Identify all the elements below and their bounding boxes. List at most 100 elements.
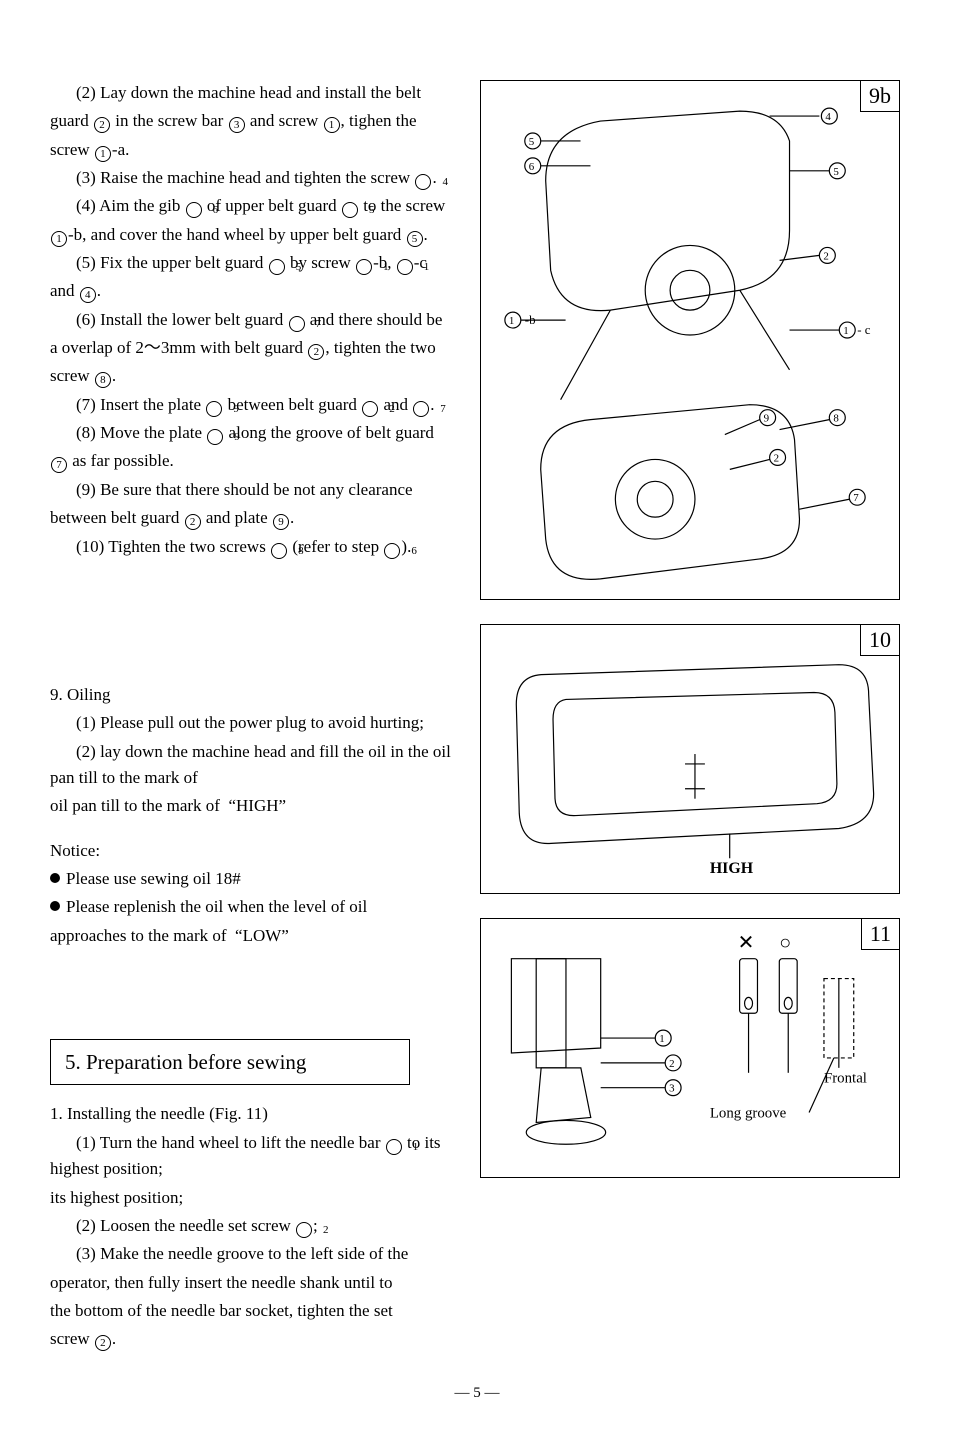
ref-4-icon: 4: [80, 287, 96, 303]
ref-8-icon: 8: [271, 543, 287, 559]
ref-9-icon: 9: [207, 429, 223, 445]
ref-1-icon: 1: [51, 231, 67, 247]
step-2-cont2: screw 1-a.: [50, 137, 460, 163]
step-8-cont: 7 as far possible.: [50, 448, 460, 474]
notice-low: “LOW”: [235, 926, 289, 945]
long-groove-label: Long groove: [710, 1105, 787, 1121]
svg-text:6: 6: [529, 161, 535, 173]
step-6: (6) Install the lower belt guard 7 and t…: [50, 307, 460, 333]
section-5-title-box: 5. Preparation before sewing: [50, 1039, 410, 1086]
figure-11-svg: 1 2 3: [481, 919, 899, 1177]
oiling-heading: 9. Oiling: [50, 682, 460, 708]
notice-bullet-2-cont: approaches to the mark of “LOW”: [50, 923, 460, 949]
ref-2-icon: 2: [95, 1335, 111, 1351]
spacer: [50, 562, 460, 682]
figure-9b: 9b 4 5 6 5 2 1 -b: [480, 80, 900, 600]
section-5-step-3-c2: the bottom of the needle bar socket, tig…: [50, 1298, 460, 1324]
svg-text:1: 1: [659, 1033, 664, 1045]
svg-text:5: 5: [529, 136, 535, 148]
ref-3-icon: 3: [229, 117, 245, 133]
svg-text:9: 9: [764, 413, 770, 425]
ref-2-icon: 2: [308, 344, 324, 360]
step-2-cont: guard 2 in the screw bar 3 and screw 1, …: [50, 108, 460, 134]
section-5-step-1-wrap: its highest position;: [50, 1185, 460, 1211]
x-mark-icon: ✕: [738, 932, 755, 954]
ref-1-icon: 1: [95, 146, 111, 162]
ref-8-icon: 8: [95, 372, 111, 388]
ref-5-icon: 5: [407, 231, 423, 247]
ref-7-icon: 7: [51, 457, 67, 473]
ref-1-icon: 1: [386, 1139, 402, 1155]
svg-text:3: 3: [669, 1083, 675, 1095]
figure-10-label: 10: [860, 624, 900, 656]
section-5-step-3-c3: screw 2.: [50, 1326, 460, 1352]
ref-5-icon: 5: [342, 202, 358, 218]
s5-s2b: ;: [313, 1216, 318, 1235]
notice-heading: Notice:: [50, 838, 460, 864]
oiling-step-2: (2) lay down the machine head and fill t…: [50, 739, 460, 792]
oiling-high: “HIGH”: [228, 796, 286, 815]
page: (2) Lay down the machine head and instal…: [0, 0, 954, 1442]
ref-9-icon: 9: [206, 401, 222, 417]
two-column-layout: (2) Lay down the machine head and instal…: [50, 80, 904, 1355]
ref-2-icon: 2: [296, 1222, 312, 1238]
ref-2-icon: 2: [185, 514, 201, 530]
ref-1-icon: 1: [356, 259, 372, 275]
step-3: (3) Raise the machine head and tighten t…: [50, 165, 460, 191]
ref-4-icon: 4: [415, 174, 431, 190]
step-8: (8) Move the plate 9 along the groove of…: [50, 420, 460, 446]
figure-9b-svg: 4 5 6 5 2 1 -b 1 - c: [481, 81, 899, 599]
step-4-cont: 1-b, and cover the hand wheel by upper b…: [50, 222, 460, 248]
s5-s1a: (1) Turn the hand wheel to lift the need…: [76, 1133, 385, 1152]
figure-column: 9b 4 5 6 5 2 1 -b: [480, 80, 900, 1355]
ref-7-icon: 7: [289, 316, 305, 332]
ref-1-icon: 1: [324, 117, 340, 133]
step-10: (10) Tighten the two screws 8 (refer to …: [50, 534, 460, 560]
step-5: (5) Fix the upper belt guard 5 by screw …: [50, 250, 460, 276]
o-mark-icon: ○: [779, 932, 791, 954]
svg-text:2: 2: [774, 452, 779, 464]
section-5-sub: 1. Installing the needle (Fig. 11): [50, 1101, 460, 1127]
svg-text:4: 4: [825, 111, 831, 123]
figure-10-high-label: HIGH: [710, 860, 754, 877]
ref-2-icon: 2: [362, 401, 378, 417]
s5-s2a: (2) Loosen the needle set screw: [76, 1216, 295, 1235]
bullet-icon: [50, 873, 60, 883]
oiling-step-2a: (2) lay down the machine head and fill t…: [50, 742, 451, 787]
step-4: (4) Aim the gib 6 of upper belt guard 5 …: [50, 193, 460, 219]
oiling-step-1: (1) Please pull out the power plug to av…: [50, 710, 460, 736]
ref-6-icon: 6: [186, 202, 202, 218]
page-number: — 5 —: [50, 1385, 904, 1402]
ref-7-icon: 7: [413, 401, 429, 417]
text-column: (2) Lay down the machine head and instal…: [50, 80, 460, 1355]
notice-b2-text: Please replenish the oil when the level …: [66, 897, 367, 916]
step-7: (7) Insert the plate 9 between belt guar…: [50, 392, 460, 418]
notice-bullet-1: Please use sewing oil 18#: [50, 866, 460, 892]
section-5-step-1: (1) Turn the hand wheel to lift the need…: [50, 1130, 460, 1183]
svg-text:1: 1: [509, 315, 514, 327]
ref-6-icon: 6: [384, 543, 400, 559]
section-5-step-3: (3) Make the needle groove to the left s…: [50, 1241, 460, 1267]
svg-text:2: 2: [669, 1058, 674, 1070]
oiling-section: 9. Oiling (1) Please pull out the power …: [50, 682, 460, 820]
ref-1-icon: 1: [397, 259, 413, 275]
figure-11: 11 1 2 3: [480, 918, 900, 1178]
ref-2-icon: 2: [94, 117, 110, 133]
step-6-cont: a overlap of 2～3mm with belt guard 2, ti…: [50, 335, 460, 361]
ref-9-icon: 9: [273, 514, 289, 530]
section-5-step-2: (2) Loosen the needle set screw 2;: [50, 1213, 460, 1239]
step-2: (2) Lay down the machine head and instal…: [50, 80, 460, 106]
notice-bullet-2: Please replenish the oil when the level …: [50, 894, 460, 920]
figure-10-svg: HIGH: [481, 625, 899, 893]
oiling-step-2b-line: oil pan till to the mark of “HIGH”: [50, 793, 460, 819]
step-9: (9) Be sure that there should be not any…: [50, 477, 460, 503]
svg-text:-b: -b: [525, 312, 536, 327]
svg-text:2: 2: [823, 250, 828, 262]
svg-text:7: 7: [853, 492, 859, 504]
figure-9b-label: 9b: [860, 80, 900, 112]
notice-b1-text: Please use sewing oil 18#: [66, 869, 241, 888]
step-9-cont: between belt guard 2 and plate 9.: [50, 505, 460, 531]
belt-guard-steps: (2) Lay down the machine head and instal…: [50, 80, 460, 560]
ref-5-icon: 5: [269, 259, 285, 275]
spacer-2: [50, 951, 460, 1011]
